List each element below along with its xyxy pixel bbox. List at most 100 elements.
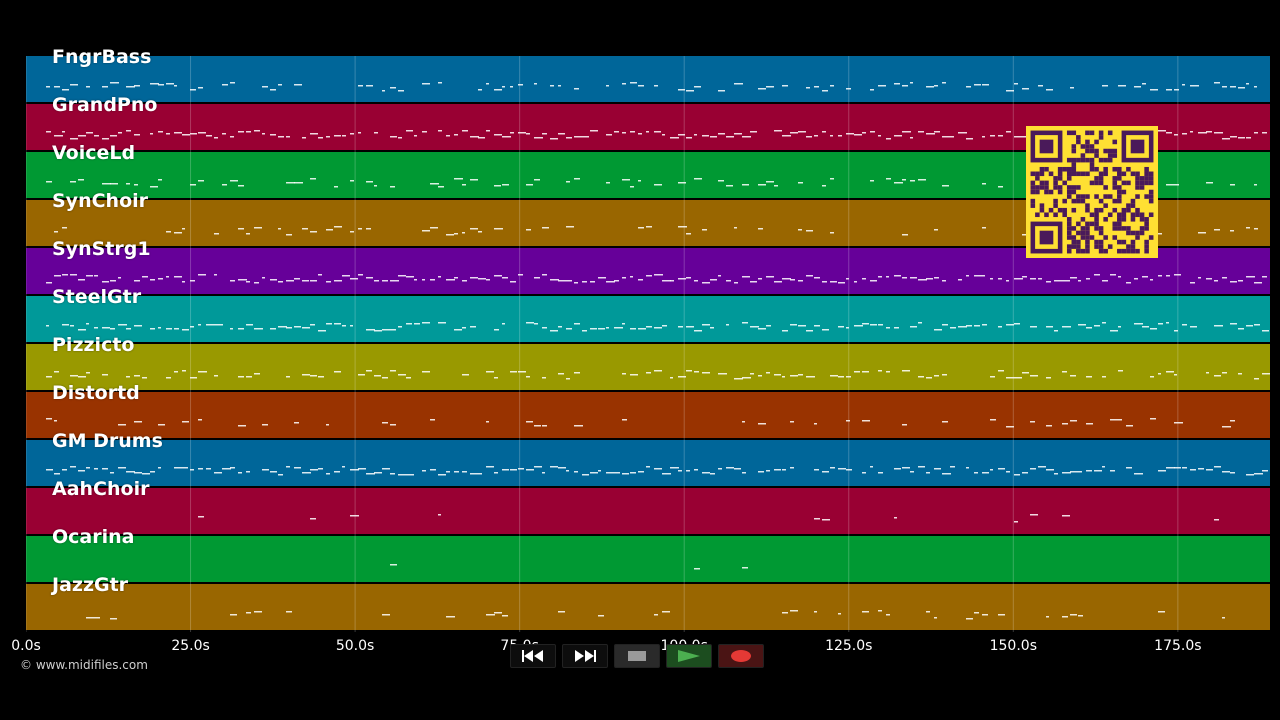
note: [310, 324, 315, 326]
note: [1174, 467, 1181, 469]
track-lane[interactable]: [26, 440, 1270, 486]
note: [534, 466, 542, 468]
note: [254, 611, 262, 613]
record-button[interactable]: [718, 644, 764, 668]
note: [518, 274, 523, 276]
note: [198, 132, 206, 134]
note: [406, 474, 414, 476]
note: [1254, 184, 1257, 186]
note: [302, 374, 310, 376]
track-lane[interactable]: [26, 56, 1270, 102]
note: [838, 135, 842, 137]
note: [846, 133, 854, 135]
note: [358, 85, 363, 87]
note: [830, 178, 834, 180]
note: [526, 376, 530, 378]
note: [1214, 229, 1220, 231]
note: [1142, 83, 1146, 85]
time-tick-label: 150.0s: [989, 638, 1037, 654]
note: [798, 280, 803, 282]
track-label: Pizzicto: [52, 334, 135, 356]
note: [622, 373, 626, 375]
note: [470, 326, 476, 328]
note: [878, 276, 882, 278]
note: [918, 279, 927, 281]
note: [1110, 274, 1116, 276]
note: [766, 325, 771, 327]
note: [126, 130, 131, 132]
note: [894, 517, 897, 519]
note: [910, 137, 913, 139]
track-lane[interactable]: [26, 584, 1270, 630]
track-label: GrandPno: [52, 94, 158, 116]
note: [158, 424, 165, 426]
note: [86, 467, 90, 469]
note: [54, 371, 59, 373]
note: [1262, 276, 1267, 278]
play-icon: [678, 650, 700, 662]
rewind-button[interactable]: [510, 644, 556, 668]
note: [966, 86, 971, 88]
note: [742, 322, 748, 324]
note: [502, 86, 505, 88]
note: [1150, 376, 1154, 378]
track-lane[interactable]: [26, 488, 1270, 534]
note: [782, 135, 791, 137]
note: [942, 136, 950, 138]
note: [630, 131, 635, 133]
note: [118, 424, 126, 426]
note: [350, 231, 354, 233]
note: [1006, 377, 1014, 379]
stop-button[interactable]: [614, 644, 660, 668]
note: [46, 86, 50, 88]
track-lane[interactable]: [26, 344, 1270, 390]
note: [518, 371, 526, 373]
note: [934, 617, 937, 619]
note: [46, 325, 49, 327]
note: [638, 328, 646, 330]
note: [678, 326, 683, 328]
note: [486, 279, 490, 281]
note: [1222, 471, 1230, 473]
note: [598, 328, 605, 330]
note: [1006, 426, 1014, 428]
note: [846, 469, 852, 471]
note: [998, 614, 1005, 616]
play-button[interactable]: [666, 644, 712, 668]
note: [302, 280, 309, 282]
note: [798, 325, 806, 327]
note: [622, 323, 625, 325]
note: [94, 327, 98, 329]
note: [238, 228, 244, 230]
track-label: Distortd: [52, 382, 140, 404]
note: [862, 323, 869, 325]
note: [1166, 184, 1174, 186]
note: [942, 324, 948, 326]
note: [142, 377, 147, 379]
note: [62, 227, 67, 229]
note: [182, 329, 189, 331]
note: [638, 85, 644, 87]
note: [846, 420, 850, 422]
rewind-icon: [522, 650, 543, 662]
track-label: SynChoir: [52, 190, 149, 212]
note: [902, 85, 908, 87]
note: [798, 182, 803, 184]
note: [446, 471, 450, 473]
note: [454, 134, 458, 136]
note: [1190, 326, 1197, 328]
note: [846, 278, 849, 280]
track-notes: [54, 226, 1258, 236]
track-lane[interactable]: [26, 536, 1270, 582]
note: [774, 130, 782, 132]
note: [454, 277, 458, 279]
note: [278, 281, 283, 283]
note: [1030, 421, 1035, 423]
note: [526, 133, 530, 135]
fast-forward-button[interactable]: [562, 644, 608, 668]
track-lane[interactable]: [26, 296, 1270, 342]
note: [758, 423, 766, 425]
track-lane[interactable]: [26, 392, 1270, 438]
note: [254, 282, 259, 284]
note: [590, 281, 595, 283]
